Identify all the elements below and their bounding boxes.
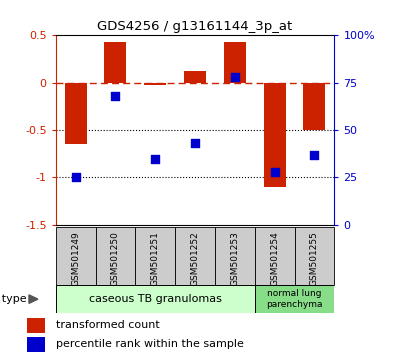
Point	[311, 152, 318, 158]
Bar	[184, 72, 206, 83]
Text: GSM501255: GSM501255	[310, 231, 319, 286]
Bar	[303, 83, 325, 130]
Text: GSM501249: GSM501249	[71, 231, 80, 286]
Point	[271, 169, 278, 175]
Bar	[255, 227, 295, 285]
Point	[152, 156, 158, 161]
Bar	[224, 42, 246, 83]
Text: GSM501252: GSM501252	[191, 231, 199, 286]
Title: GDS4256 / g13161144_3p_at: GDS4256 / g13161144_3p_at	[98, 20, 293, 33]
Text: normal lung
parenchyma: normal lung parenchyma	[266, 290, 323, 309]
Text: GSM501254: GSM501254	[270, 231, 279, 286]
Bar	[144, 83, 166, 85]
Bar	[215, 227, 255, 285]
Bar	[56, 227, 96, 285]
Bar	[175, 227, 215, 285]
Bar	[255, 285, 334, 313]
Text: GSM501253: GSM501253	[230, 231, 239, 286]
Text: cell type: cell type	[0, 294, 27, 304]
Bar	[27, 318, 45, 333]
Text: transformed count: transformed count	[56, 320, 160, 330]
Text: percentile rank within the sample: percentile rank within the sample	[56, 339, 244, 349]
Polygon shape	[29, 295, 38, 303]
Bar	[56, 285, 255, 313]
Bar	[104, 42, 126, 83]
Text: caseous TB granulomas: caseous TB granulomas	[89, 294, 222, 304]
Point	[232, 74, 238, 80]
Bar	[65, 83, 87, 144]
Bar	[295, 227, 334, 285]
Text: GSM501250: GSM501250	[111, 231, 120, 286]
Bar	[96, 227, 135, 285]
Point	[192, 141, 198, 146]
Bar	[263, 83, 285, 187]
Text: GSM501251: GSM501251	[151, 231, 160, 286]
Point	[72, 175, 79, 180]
Bar	[135, 227, 175, 285]
Bar	[27, 337, 45, 352]
Point	[112, 93, 119, 99]
